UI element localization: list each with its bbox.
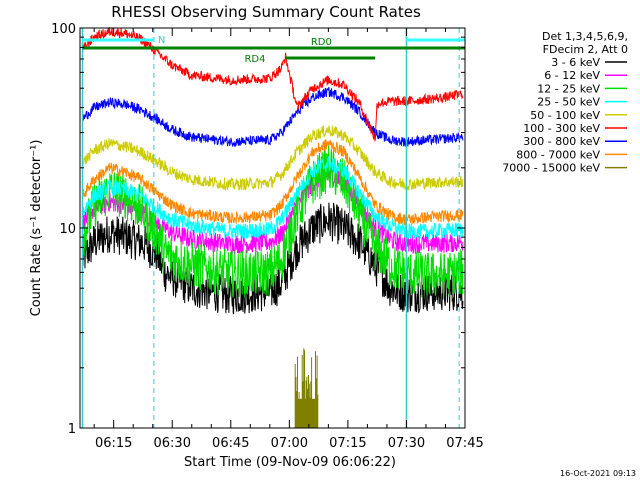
series-line (82, 125, 464, 192)
rd0-label: RD0 (311, 37, 332, 48)
legend-entry-label: 6 - 12 keV (544, 69, 600, 82)
series-layer (82, 27, 464, 428)
axis-ticks: 06:15 06:30 06:45 07:00 07:15 07:30 07:45 1 10 10… (51, 22, 484, 451)
x-tick-label: 06:45 (212, 436, 249, 451)
legend-entry-label: 300 - 800 keV (523, 135, 600, 148)
series-burst-mark (294, 348, 319, 428)
rd4-label: RD4 (244, 54, 265, 65)
legend-header: FDecim 2, Att 0 (543, 43, 628, 56)
footer-timestamp: 16-Oct-2021 09:13 (560, 469, 636, 478)
x-axis-label: Start Time (09-Nov-09 06:06:22) (184, 455, 396, 470)
legend-entry-label: 12 - 25 keV (537, 82, 600, 95)
legend-entry-label: 7000 - 15000 keV (502, 162, 600, 175)
x-tick-label: 07:30 (388, 436, 425, 451)
x-tick-label: 07:00 (271, 436, 308, 451)
x-tick-label: 06:30 (154, 436, 191, 451)
series-50-100-kev (82, 125, 464, 192)
y-axis-label: Count Rate (s⁻¹ detector⁻¹) (29, 140, 44, 317)
series-line (82, 145, 464, 299)
series-line (82, 86, 464, 148)
legend-entry-label: 3 - 6 keV (551, 56, 600, 69)
x-tick-label: 07:45 (446, 436, 483, 451)
series-100-300-kev (82, 27, 464, 142)
legend-entry-label: 50 - 100 keV (530, 109, 600, 122)
series-25-50-kev (82, 156, 464, 240)
legend-header: Det 1,3,4,5,6,9, (542, 30, 628, 43)
legend-entry-label: 25 - 50 keV (537, 96, 600, 109)
series-line (82, 27, 464, 142)
night-label: N (158, 35, 165, 46)
series-line (82, 156, 464, 240)
series-line (82, 139, 464, 225)
series-800-7000-kev (82, 139, 464, 225)
y-tick-label: 10 (59, 222, 76, 237)
x-tick-label: 07:15 (329, 436, 366, 451)
y-tick-label: 100 (51, 22, 76, 37)
series-12-25-kev (82, 145, 464, 299)
chart-title: RHESSI Observing Summary Count Rates (111, 3, 421, 21)
legend: Det 1,3,4,5,6,9,FDecim 2, Att 03 - 6 keV… (502, 30, 628, 175)
legend-entry-label: 800 - 7000 keV (516, 148, 600, 161)
x-tick-label: 06:15 (95, 436, 132, 451)
series-7000-15000-kev (294, 348, 319, 428)
y-tick-label: 1 (68, 422, 76, 437)
legend-entry-label: 100 - 300 keV (523, 122, 600, 135)
series-300-800-kev (82, 86, 464, 148)
